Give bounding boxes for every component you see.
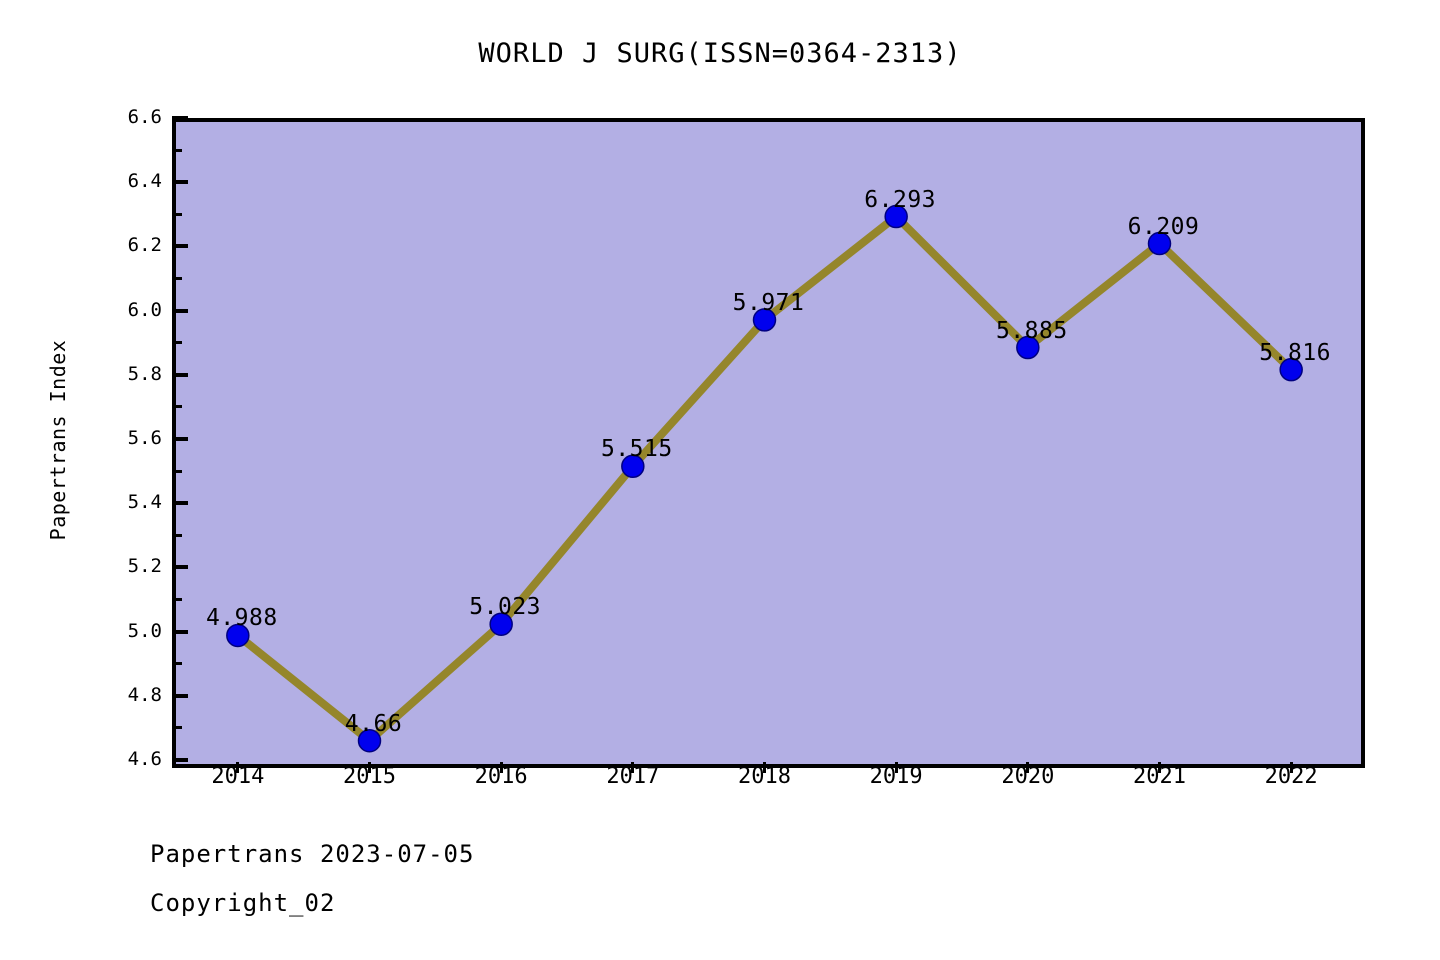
x-axis-tick xyxy=(1026,762,1030,773)
y-axis-tick-label: 4.8 xyxy=(127,683,162,706)
x-axis-tick-label: 2021 xyxy=(1133,764,1186,789)
data-point-label: 4.66 xyxy=(344,710,403,737)
y-axis-minor-tick xyxy=(172,341,182,345)
data-point-marker[interactable] xyxy=(621,454,645,479)
data-point-marker[interactable] xyxy=(226,623,250,648)
data-point-label: 6.293 xyxy=(864,186,937,213)
y-axis-tick-label: 5.8 xyxy=(127,362,162,385)
x-axis-tick xyxy=(631,762,635,773)
y-axis-minor-tick xyxy=(172,148,182,152)
data-point-label: 4.988 xyxy=(205,605,278,632)
data-point-marker[interactable] xyxy=(884,204,908,229)
y-axis-tick-label: 6.6 xyxy=(127,106,162,128)
x-axis-tick-label: 2022 xyxy=(1264,764,1318,789)
x-axis-tick-label: 2016 xyxy=(474,764,528,789)
y-axis-major-tick xyxy=(172,244,188,249)
y-axis-tick-label: 5.0 xyxy=(127,619,162,642)
y-axis-major-tick xyxy=(172,308,188,313)
data-point-label: 5.816 xyxy=(1259,339,1332,366)
y-axis-major-tick xyxy=(172,180,188,185)
y-axis-tick-label: 5.2 xyxy=(127,555,162,578)
x-axis-tick xyxy=(894,762,898,773)
y-axis-minor-tick xyxy=(172,405,182,409)
y-axis-tick-label: 6.0 xyxy=(127,298,162,321)
y-axis-major-tick xyxy=(172,116,188,120)
data-point-label: 5.971 xyxy=(732,289,805,316)
y-axis-tick-label: 4.6 xyxy=(127,748,162,770)
x-axis-tick-label: 2017 xyxy=(606,764,660,789)
plot-series-layer xyxy=(226,204,1303,753)
y-axis-tick-label: 5.4 xyxy=(127,491,162,514)
footer-copyright: Copyright_02 xyxy=(150,889,336,917)
y-axis-major-tick xyxy=(172,372,188,377)
data-point-label: 5.885 xyxy=(995,317,1068,344)
data-point-marker[interactable] xyxy=(357,728,382,753)
x-axis-tick-label: 2014 xyxy=(211,764,265,789)
x-axis-tick xyxy=(1289,762,1293,773)
y-axis-major-tick xyxy=(172,501,188,506)
x-axis-tick xyxy=(368,762,371,773)
x-axis-tick-label: 2018 xyxy=(738,764,791,789)
x-axis-tick xyxy=(1158,762,1161,773)
y-axis-minor-tick xyxy=(172,212,182,216)
y-axis-minor-tick xyxy=(172,598,182,601)
y-axis-minor-tick xyxy=(172,533,182,537)
y-axis-minor-tick xyxy=(172,469,182,473)
data-point-marker[interactable] xyxy=(1279,357,1303,382)
data-point-label: 6.209 xyxy=(1127,213,1200,240)
y-axis-tick-label: 6.2 xyxy=(127,234,162,257)
y-axis-ticks xyxy=(172,116,192,762)
y-axis-major-tick xyxy=(172,565,188,570)
x-axis-tick-label: 2019 xyxy=(869,764,923,789)
y-axis-tick-label: 5.6 xyxy=(127,427,162,449)
x-axis-tick xyxy=(236,762,240,773)
y-axis-major-tick xyxy=(172,437,188,441)
x-axis-ticks xyxy=(172,762,1357,774)
y-axis-minor-tick xyxy=(172,662,182,666)
y-axis-minor-tick xyxy=(172,277,182,280)
y-axis-tick-label: 6.4 xyxy=(127,170,162,193)
data-point-marker[interactable] xyxy=(1147,231,1172,256)
footer-date: Papertrans 2023-07-05 xyxy=(150,840,475,868)
y-axis-major-tick xyxy=(172,693,188,698)
data-point-marker[interactable] xyxy=(1016,335,1040,360)
plot-area xyxy=(172,118,1365,768)
data-point-marker[interactable] xyxy=(489,612,513,636)
y-axis-major-tick xyxy=(172,758,188,762)
x-axis-tick-label: 2015 xyxy=(343,764,396,789)
y-axis-labels: 4.6 4.8 5.0 5.2 5.4 5.6 5.8 6.0 6.2 6.4 6.6 xyxy=(96,106,162,770)
x-axis-tick xyxy=(763,762,766,773)
data-point-label: 5.023 xyxy=(469,594,542,621)
data-point-label: 5.515 xyxy=(600,436,673,463)
x-axis-labels: 2014 2015 2016 2017 2018 2019 2020 2021 2022 xyxy=(172,764,1357,800)
y-axis-minor-tick xyxy=(172,726,182,730)
data-point-marker[interactable] xyxy=(752,308,777,332)
page-title: WORLD J SURG(ISSN=0364-2313) xyxy=(478,38,962,69)
y-axis-major-tick xyxy=(172,629,188,634)
x-axis-tick-label: 2020 xyxy=(1001,764,1055,789)
x-axis-tick xyxy=(499,762,503,773)
